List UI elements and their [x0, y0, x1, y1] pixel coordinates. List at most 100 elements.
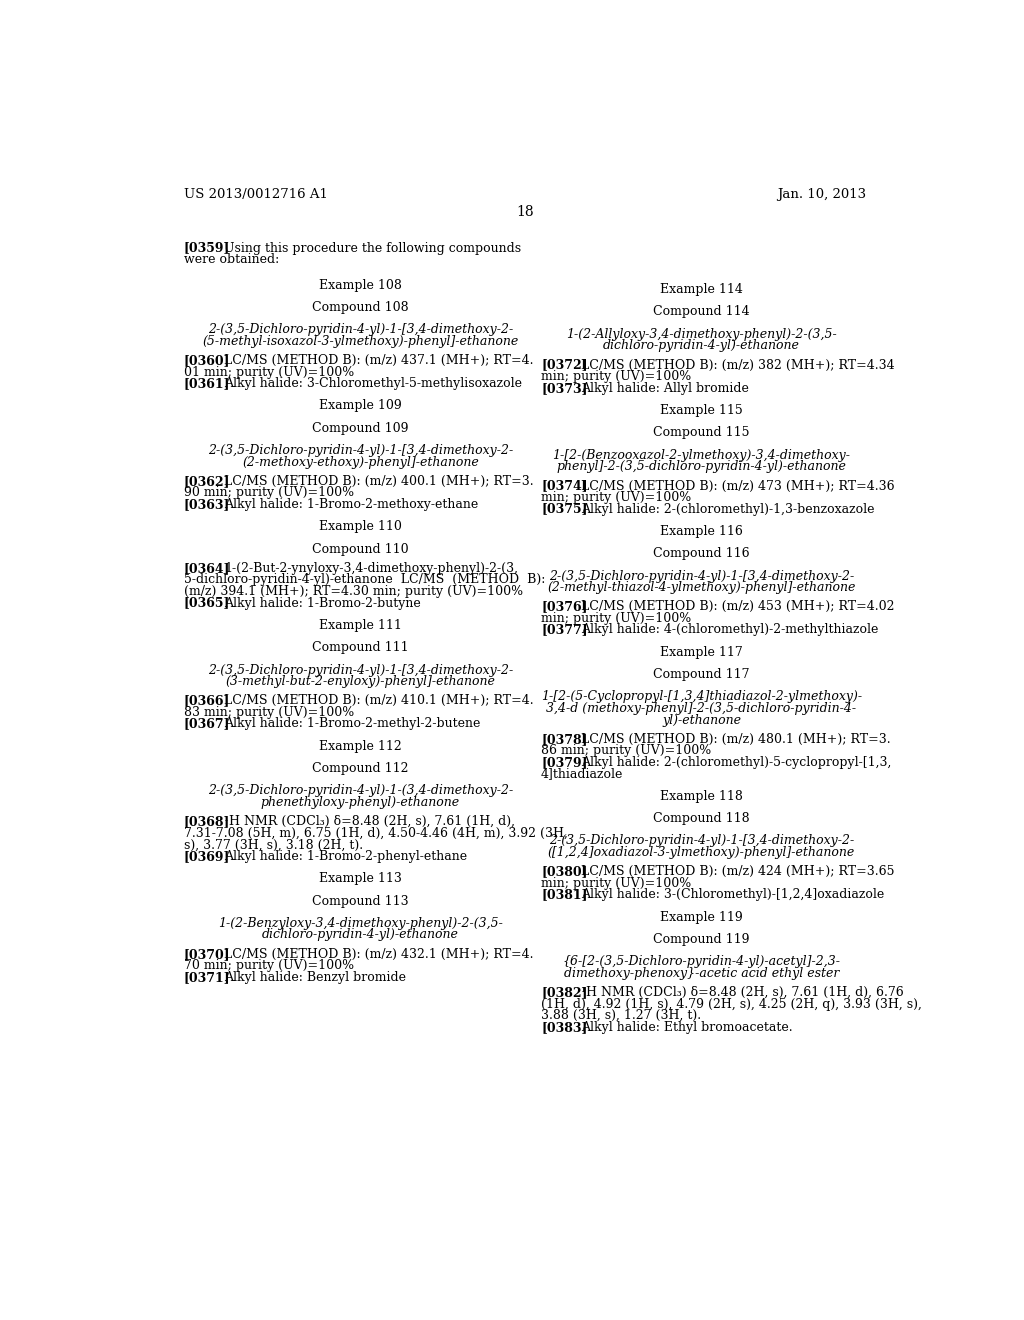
Text: Example 108: Example 108 [319, 279, 402, 292]
Text: Example 118: Example 118 [660, 789, 743, 803]
Text: (5-methyl-isoxazol-3-ylmethoxy)-phenyl]-ethanone: (5-methyl-isoxazol-3-ylmethoxy)-phenyl]-… [203, 335, 518, 347]
Text: Alkyl halide: 3-Chloromethyl-5-methylisoxazole: Alkyl halide: 3-Chloromethyl-5-methyliso… [224, 378, 522, 391]
Text: Jan. 10, 2013: Jan. 10, 2013 [776, 187, 866, 201]
Text: 1-(2-Allyloxy-3,4-dimethoxy-phenyl)-2-(3,5-: 1-(2-Allyloxy-3,4-dimethoxy-phenyl)-2-(3… [566, 327, 837, 341]
Text: 86 min; purity (UV)=100%: 86 min; purity (UV)=100% [541, 744, 712, 758]
Text: [0377]: [0377] [541, 623, 588, 636]
Text: Example 117: Example 117 [660, 645, 742, 659]
Text: (2-methoxy-ethoxy)-phenyl]-ethanone: (2-methoxy-ethoxy)-phenyl]-ethanone [242, 455, 479, 469]
Text: [0375]: [0375] [541, 503, 588, 516]
Text: [0366]: [0366] [183, 694, 230, 708]
Text: LC/MS (METHOD B): (m/z) 437.1 (MH+); RT=4.: LC/MS (METHOD B): (m/z) 437.1 (MH+); RT=… [224, 354, 534, 367]
Text: [0376]: [0376] [541, 601, 588, 614]
Text: Compound 117: Compound 117 [653, 668, 750, 681]
Text: 1-(2-But-2-ynyloxy-3,4-dimethoxy-phenyl)-2-(3,: 1-(2-But-2-ynyloxy-3,4-dimethoxy-phenyl)… [224, 562, 518, 576]
Text: LC/MS (METHOD B): (m/z) 382 (MH+); RT=4.34: LC/MS (METHOD B): (m/z) 382 (MH+); RT=4.… [582, 359, 895, 372]
Text: Alkyl halide: 4-(chloromethyl)-2-methylthiazole: Alkyl halide: 4-(chloromethyl)-2-methylt… [582, 623, 879, 636]
Text: [0372]: [0372] [541, 359, 588, 372]
Text: [0382]: [0382] [541, 986, 588, 999]
Text: LC/MS (METHOD B): (m/z) 480.1 (MH+); RT=3.: LC/MS (METHOD B): (m/z) 480.1 (MH+); RT=… [582, 733, 891, 746]
Text: 70 min; purity (UV)=100%: 70 min; purity (UV)=100% [183, 960, 354, 973]
Text: (2-methyl-thiazol-4-ylmethoxy)-phenyl]-ethanone: (2-methyl-thiazol-4-ylmethoxy)-phenyl]-e… [547, 581, 856, 594]
Text: [0363]: [0363] [183, 498, 230, 511]
Text: Example 115: Example 115 [660, 404, 742, 417]
Text: were obtained:: were obtained: [183, 253, 280, 267]
Text: Alkyl halide: 1-Bromo-2-methoxy-ethane: Alkyl halide: 1-Bromo-2-methoxy-ethane [224, 498, 478, 511]
Text: 2-(3,5-Dichloro-pyridin-4-yl)-1-[3,4-dimethoxy-2-: 2-(3,5-Dichloro-pyridin-4-yl)-1-[3,4-dim… [208, 323, 513, 337]
Text: 1-(2-Benzyloxy-3,4-dimethoxy-phenyl)-2-(3,5-: 1-(2-Benzyloxy-3,4-dimethoxy-phenyl)-2-(… [218, 917, 503, 929]
Text: [0364]: [0364] [183, 562, 230, 576]
Text: [0361]: [0361] [183, 378, 230, 391]
Text: 2-(3,5-Dichloro-pyridin-4-yl)-1-[3,4-dimethoxy-2-: 2-(3,5-Dichloro-pyridin-4-yl)-1-[3,4-dim… [208, 664, 513, 677]
Text: Compound 108: Compound 108 [312, 301, 409, 314]
Text: 5-dichloro-pyridin-4-yl)-ethanone  LC/MS  (METHOD  B):: 5-dichloro-pyridin-4-yl)-ethanone LC/MS … [183, 573, 545, 586]
Text: Compound 113: Compound 113 [312, 895, 409, 908]
Text: [0381]: [0381] [541, 888, 588, 902]
Text: Compound 111: Compound 111 [312, 642, 409, 655]
Text: [0365]: [0365] [183, 597, 230, 610]
Text: min; purity (UV)=100%: min; purity (UV)=100% [541, 612, 691, 624]
Text: Compound 119: Compound 119 [653, 933, 750, 946]
Text: Alkyl halide: 2-(chloromethyl)-5-cyclopropyl-[1,3,: Alkyl halide: 2-(chloromethyl)-5-cyclopr… [582, 756, 892, 770]
Text: [0373]: [0373] [541, 381, 588, 395]
Text: [0374]: [0374] [541, 479, 588, 492]
Text: LC/MS (METHOD B): (m/z) 473 (MH+); RT=4.36: LC/MS (METHOD B): (m/z) 473 (MH+); RT=4.… [582, 479, 895, 492]
Text: 4]thiadiazole: 4]thiadiazole [541, 767, 624, 780]
Text: [0362]: [0362] [183, 475, 230, 488]
Text: Example 119: Example 119 [660, 911, 742, 924]
Text: Compound 116: Compound 116 [653, 548, 750, 560]
Text: Compound 109: Compound 109 [312, 422, 409, 434]
Text: LC/MS (METHOD B): (m/z) 424 (MH+); RT=3.65: LC/MS (METHOD B): (m/z) 424 (MH+); RT=3.… [582, 866, 895, 878]
Text: 3.88 (3H, s), 1.27 (3H, t).: 3.88 (3H, s), 1.27 (3H, t). [541, 1010, 701, 1022]
Text: Compound 118: Compound 118 [653, 812, 750, 825]
Text: (m/z) 394.1 (MH+); RT=4.30 min; purity (UV)=100%: (m/z) 394.1 (MH+); RT=4.30 min; purity (… [183, 585, 523, 598]
Text: min; purity (UV)=100%: min; purity (UV)=100% [541, 491, 691, 504]
Text: Alkyl halide: 2-(chloromethyl)-1,3-benzoxazole: Alkyl halide: 2-(chloromethyl)-1,3-benzo… [582, 503, 874, 516]
Text: 2-(3,5-Dichloro-pyridin-4-yl)-1-[3,4-dimethoxy-2-: 2-(3,5-Dichloro-pyridin-4-yl)-1-[3,4-dim… [208, 444, 513, 457]
Text: dimethoxy-phenoxy}-acetic acid ethyl ester: dimethoxy-phenoxy}-acetic acid ethyl est… [564, 966, 840, 979]
Text: phenyl]-2-(3,5-dichloro-pyridin-4-yl)-ethanone: phenyl]-2-(3,5-dichloro-pyridin-4-yl)-et… [557, 461, 847, 474]
Text: (3-methyl-but-2-enyloxy)-phenyl]-ethanone: (3-methyl-but-2-enyloxy)-phenyl]-ethanon… [225, 675, 496, 688]
Text: [0359]: [0359] [183, 242, 230, 255]
Text: Alkyl halide: 1-Bromo-2-methyl-2-butene: Alkyl halide: 1-Bromo-2-methyl-2-butene [224, 718, 480, 730]
Text: yl)-ethanone: yl)-ethanone [662, 714, 741, 726]
Text: 18: 18 [516, 205, 534, 219]
Text: LC/MS (METHOD B): (m/z) 432.1 (MH+); RT=4.: LC/MS (METHOD B): (m/z) 432.1 (MH+); RT=… [224, 948, 534, 961]
Text: ([1,2,4]oxadiazol-3-ylmethoxy)-phenyl]-ethanone: ([1,2,4]oxadiazol-3-ylmethoxy)-phenyl]-e… [548, 846, 855, 859]
Text: [0369]: [0369] [183, 850, 230, 863]
Text: LC/MS (METHOD B): (m/z) 410.1 (MH+); RT=4.: LC/MS (METHOD B): (m/z) 410.1 (MH+); RT=… [224, 694, 534, 708]
Text: min; purity (UV)=100%: min; purity (UV)=100% [541, 370, 691, 383]
Text: min; purity (UV)=100%: min; purity (UV)=100% [541, 876, 691, 890]
Text: 83 min; purity (UV)=100%: 83 min; purity (UV)=100% [183, 706, 354, 719]
Text: 90 min; purity (UV)=100%: 90 min; purity (UV)=100% [183, 487, 354, 499]
Text: Example 109: Example 109 [319, 400, 401, 412]
Text: Example 116: Example 116 [660, 525, 743, 539]
Text: 1-[2-(5-Cyclopropyl-[1,3,4]thiadiazol-2-ylmethoxy)-: 1-[2-(5-Cyclopropyl-[1,3,4]thiadiazol-2-… [541, 690, 862, 704]
Text: LC/MS (METHOD B): (m/z) 400.1 (MH+); RT=3.: LC/MS (METHOD B): (m/z) 400.1 (MH+); RT=… [224, 475, 534, 488]
Text: phenethyloxy-phenyl)-ethanone: phenethyloxy-phenyl)-ethanone [261, 796, 460, 809]
Text: Alkyl halide: Benzyl bromide: Alkyl halide: Benzyl bromide [224, 970, 407, 983]
Text: Alkyl halide: 1-Bromo-2-phenyl-ethane: Alkyl halide: 1-Bromo-2-phenyl-ethane [224, 850, 467, 863]
Text: [0371]: [0371] [183, 970, 230, 983]
Text: {6-[2-(3,5-Dichloro-pyridin-4-yl)-acetyl]-2,3-: {6-[2-(3,5-Dichloro-pyridin-4-yl)-acetyl… [562, 956, 841, 969]
Text: ¹H NMR (CDCl₃) δ=8.48 (2H, s), 7.61 (1H, d), 6.76: ¹H NMR (CDCl₃) δ=8.48 (2H, s), 7.61 (1H,… [582, 986, 904, 999]
Text: Alkyl halide: Allyl bromide: Alkyl halide: Allyl bromide [582, 381, 750, 395]
Text: 2-(3,5-Dichloro-pyridin-4-yl)-1-[3,4-dimethoxy-2-: 2-(3,5-Dichloro-pyridin-4-yl)-1-[3,4-dim… [549, 570, 854, 582]
Text: Using this procedure the following compounds: Using this procedure the following compo… [224, 242, 521, 255]
Text: s), 3.77 (3H, s), 3.18 (2H, t).: s), 3.77 (3H, s), 3.18 (2H, t). [183, 838, 362, 851]
Text: 01 min; purity (UV)=100%: 01 min; purity (UV)=100% [183, 366, 354, 379]
Text: Example 111: Example 111 [319, 619, 402, 632]
Text: (1H, d), 4.92 (1H, s), 4.79 (2H, s), 4.25 (2H, q), 3.93 (3H, s),: (1H, d), 4.92 (1H, s), 4.79 (2H, s), 4.2… [541, 998, 922, 1011]
Text: US 2013/0012716 A1: US 2013/0012716 A1 [183, 187, 328, 201]
Text: Alkyl halide: Ethyl bromoacetate.: Alkyl halide: Ethyl bromoacetate. [582, 1020, 793, 1034]
Text: Compound 112: Compound 112 [312, 762, 409, 775]
Text: Example 113: Example 113 [319, 873, 402, 886]
Text: dichloro-pyridin-4-yl)-ethanone: dichloro-pyridin-4-yl)-ethanone [603, 339, 800, 352]
Text: 2-(3,5-Dichloro-pyridin-4-yl)-1-(3,4-dimethoxy-2-: 2-(3,5-Dichloro-pyridin-4-yl)-1-(3,4-dim… [208, 784, 513, 797]
Text: Alkyl halide: 3-(Chloromethyl)-[1,2,4]oxadiazole: Alkyl halide: 3-(Chloromethyl)-[1,2,4]ox… [582, 888, 885, 902]
Text: Example 112: Example 112 [319, 739, 401, 752]
Text: 3,4-d (methoxy-phenyl]-2-(3,5-dichloro-pyridin-4-: 3,4-d (methoxy-phenyl]-2-(3,5-dichloro-p… [547, 702, 856, 715]
Text: [0368]: [0368] [183, 816, 230, 828]
Text: dichloro-pyridin-4-yl)-ethanone: dichloro-pyridin-4-yl)-ethanone [262, 928, 459, 941]
Text: ¹H NMR (CDCl₃) δ=8.48 (2H, s), 7.61 (1H, d),: ¹H NMR (CDCl₃) δ=8.48 (2H, s), 7.61 (1H,… [224, 816, 515, 828]
